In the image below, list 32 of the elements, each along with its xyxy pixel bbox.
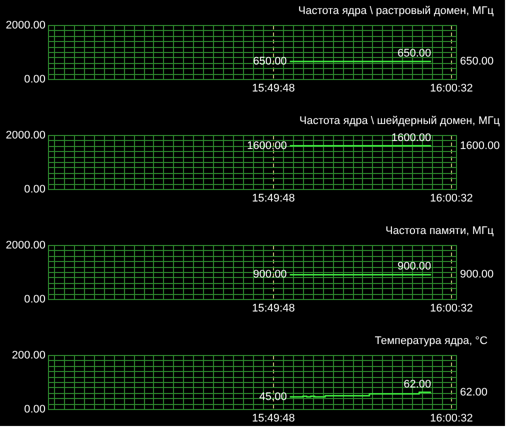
text: 62.00 bbox=[460, 386, 488, 398]
x-tick-label: 16:00:32 bbox=[430, 82, 473, 94]
y-tick-label: 2000.00 bbox=[6, 20, 46, 32]
x-tick-label: 15:49:48 bbox=[252, 82, 295, 94]
x-tick-label: 15:49:48 bbox=[252, 192, 295, 204]
y-tick-label: 0.00 bbox=[24, 184, 46, 196]
data-label: 1600.00 bbox=[247, 140, 287, 152]
chart-title: Частота ядра \ растровый домен, МГц bbox=[298, 5, 494, 17]
y-tick-label: 2000.00 bbox=[6, 240, 46, 252]
data-label: 62.00 bbox=[404, 378, 432, 390]
x-tick-label: 15:49:48 bbox=[252, 412, 295, 424]
text: 650.00 bbox=[460, 55, 494, 68]
chart-title: Температура ядра, °C bbox=[374, 335, 488, 347]
x-tick-label: 16:00:32 bbox=[430, 412, 473, 424]
y-tick-label: 200.00 bbox=[12, 350, 46, 362]
data-label: 900.00 bbox=[253, 268, 287, 281]
x-tick-label: 16:00:32 bbox=[430, 302, 473, 314]
text: 1600.00 bbox=[460, 140, 500, 152]
data-label: 1600.00 bbox=[391, 132, 432, 144]
x-tick-label: 15:49:48 bbox=[252, 302, 295, 314]
text: 900.00 bbox=[460, 268, 494, 281]
y-tick-label: 0.00 bbox=[24, 74, 46, 86]
y-tick-label: 2000.00 bbox=[6, 130, 46, 142]
data-label: 650.00 bbox=[253, 55, 287, 68]
chart-title: Частота памяти, МГц bbox=[386, 225, 494, 237]
data-label: 650.00 bbox=[397, 47, 432, 60]
y-tick-label: 0.00 bbox=[24, 404, 46, 416]
chart-title: Частота ядра \ шейдерный домен, МГц bbox=[299, 115, 500, 127]
y-tick-label: 0.00 bbox=[24, 294, 46, 306]
data-label: 900.00 bbox=[397, 260, 432, 273]
data-label: 45.00 bbox=[259, 390, 287, 403]
x-tick-label: 16:00:32 bbox=[430, 192, 473, 204]
